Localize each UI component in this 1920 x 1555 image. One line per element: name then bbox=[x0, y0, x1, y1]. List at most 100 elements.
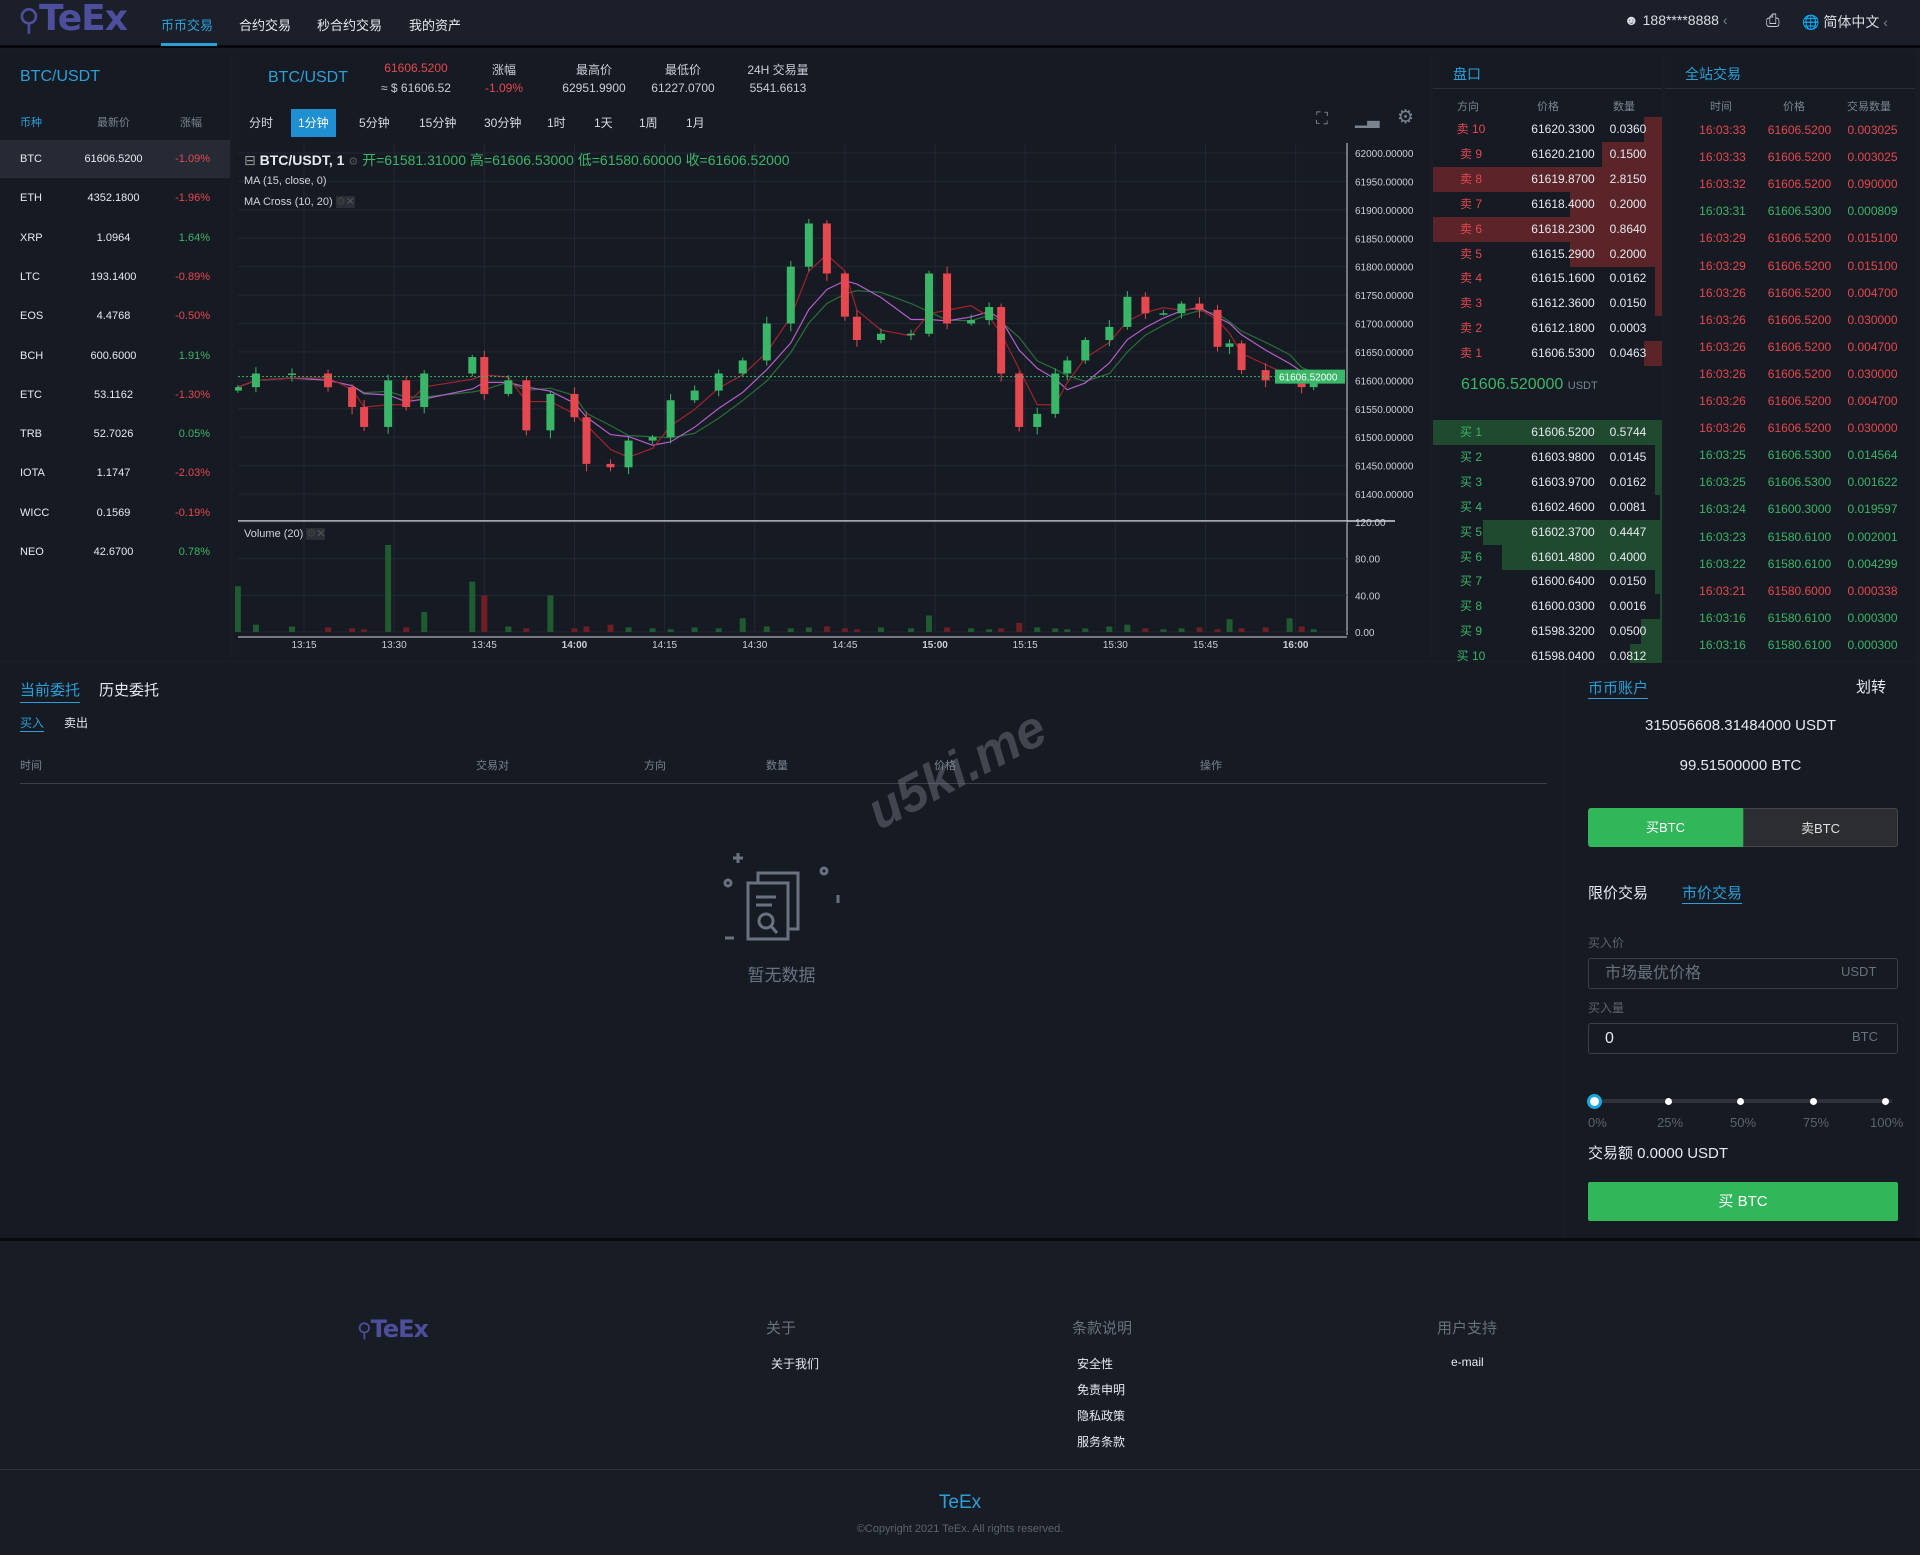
tab-current-orders[interactable]: 当前委托 bbox=[20, 679, 81, 703]
orderbook-row[interactable]: 卖 5 61615.2900 0.2000 bbox=[1433, 241, 1662, 267]
market-row-wicc[interactable]: WICC 0.1569 -0.19% bbox=[0, 494, 230, 532]
quantity-input[interactable] bbox=[1588, 1023, 1898, 1054]
slider-handle[interactable] bbox=[1587, 1094, 1602, 1109]
orderbook-row[interactable]: 卖 2 61612.1800 0.0003 bbox=[1433, 316, 1662, 341]
indicator-close-icon[interactable]: ✕ bbox=[345, 196, 355, 208]
orderbook-row[interactable]: 卖 9 61620.2100 0.1500 bbox=[1433, 141, 1662, 167]
footer-link[interactable]: e-mail bbox=[1451, 1355, 1484, 1369]
orderbook-row[interactable]: 卖 10 61620.3300 0.0360 bbox=[1433, 117, 1662, 142]
interval-tab[interactable]: 1时 bbox=[547, 116, 566, 130]
trade-time: 16:03:16 bbox=[1699, 637, 1746, 652]
orderbook-row[interactable]: 卖 4 61615.1600 0.0162 bbox=[1433, 266, 1662, 292]
orderbook-row[interactable]: 买 3 61603.9700 0.0162 bbox=[1433, 469, 1662, 495]
market-order-tab[interactable]: 市价交易 bbox=[1682, 882, 1743, 904]
interval-tab[interactable]: 15分钟 bbox=[419, 116, 457, 130]
market-row-neo[interactable]: NEO 42.6700 0.78% bbox=[0, 533, 230, 571]
footer-link[interactable]: 安全性 bbox=[1077, 1357, 1114, 1371]
interval-tab[interactable]: 1天 bbox=[594, 116, 613, 130]
footer-link[interactable]: 服务条款 bbox=[1077, 1435, 1126, 1449]
chevron-left-icon: ‹ bbox=[1883, 14, 1888, 30]
nav-contract-trading[interactable]: 合约交易 bbox=[239, 18, 292, 33]
market-row-etc[interactable]: ETC 53.1162 -1.30% bbox=[0, 376, 230, 414]
subtab-buy[interactable]: 买入 bbox=[20, 716, 45, 732]
legend-gear-icon[interactable]: ⚙ bbox=[348, 156, 359, 168]
market-row-iota[interactable]: IOTA 1.1747 -2.03% bbox=[0, 454, 230, 492]
orderbook-row[interactable]: 卖 6 61618.2300 0.8640 bbox=[1433, 216, 1662, 242]
market-row-btc[interactable]: BTC 61606.5200 -1.09% bbox=[0, 140, 230, 178]
collapse-icon[interactable]: ⊟ bbox=[244, 152, 256, 168]
nav-spot-trading[interactable]: 币币交易 bbox=[161, 18, 214, 33]
candle-body bbox=[1051, 373, 1060, 414]
footer-col-title: 用户支持 bbox=[1437, 1320, 1498, 1337]
orderbook-row[interactable]: 卖 8 61619.8700 2.8150 bbox=[1433, 166, 1662, 192]
slider-label[interactable]: 25% bbox=[1657, 1115, 1684, 1130]
orderbook-row[interactable]: 买 9 61598.3200 0.0500 bbox=[1433, 619, 1662, 645]
candlestick-chart[interactable]: 62000.00000 61950.00000 61900.00000 61850.0… bbox=[235, 143, 1430, 658]
trade-row: 16:03:26 61606.5200 0.004700 bbox=[1665, 389, 1915, 414]
interval-tab[interactable]: 分时 bbox=[249, 116, 274, 130]
orderbook-row[interactable]: 卖 1 61606.5300 0.0463 bbox=[1433, 341, 1662, 367]
trade-amount: 0.003025 bbox=[1847, 150, 1898, 165]
nav-my-assets[interactable]: 我的资产 bbox=[409, 18, 462, 33]
volume-close-icon[interactable]: ✕ bbox=[316, 528, 326, 540]
orderbook-row[interactable]: 买 7 61600.6400 0.0150 bbox=[1433, 569, 1662, 595]
depth-bar bbox=[1655, 291, 1662, 317]
buy-btc-tab[interactable]: 买BTC bbox=[1588, 808, 1743, 847]
indicators-icon[interactable]: ▁▃ bbox=[1355, 111, 1380, 128]
col-quantity: 数量 bbox=[766, 760, 788, 772]
app-download-icon[interactable]: ⎙ bbox=[1766, 11, 1780, 30]
spot-account-tab[interactable]: 币币账户 bbox=[1588, 677, 1649, 699]
footer-link[interactable]: 免责申明 bbox=[1077, 1383, 1126, 1397]
orderbook-row[interactable]: 买 6 61601.4800 0.4000 bbox=[1433, 544, 1662, 570]
interval-tab[interactable]: 30分钟 bbox=[484, 116, 522, 130]
side-label: 卖 2 bbox=[1459, 321, 1482, 336]
orderbook-row[interactable]: 买 5 61602.3700 0.4447 bbox=[1433, 519, 1662, 545]
orderbook-row[interactable]: 买 4 61602.4600 0.0081 bbox=[1433, 494, 1662, 520]
orderbook-row[interactable]: 买 1 61606.5200 0.5744 bbox=[1433, 420, 1662, 445]
nav-second-contract[interactable]: 秒合约交易 bbox=[317, 18, 383, 33]
price: 61601.4800 bbox=[1531, 549, 1595, 564]
slider-label[interactable]: 50% bbox=[1730, 1115, 1757, 1130]
interval-tab[interactable]: 1周 bbox=[639, 116, 658, 130]
tab-order-history[interactable]: 历史委托 bbox=[99, 682, 160, 699]
market-row-ltc[interactable]: LTC 193.1400 -0.89% bbox=[0, 258, 230, 296]
candle-body bbox=[738, 360, 747, 374]
market-row-trb[interactable]: TRB 52.7026 0.05% bbox=[0, 415, 230, 453]
trade-amount: 交易额 0.0000 USDT bbox=[1588, 1145, 1729, 1162]
market-row-eos[interactable]: EOS 4.4768 -0.50% bbox=[0, 297, 230, 335]
slider-label[interactable]: 75% bbox=[1803, 1115, 1830, 1130]
market-row-xrp[interactable]: XRP 1.0964 1.64% bbox=[0, 219, 230, 257]
interval-tab[interactable]: 5分钟 bbox=[359, 116, 390, 130]
language-selector[interactable]: 🌐 简体中文 ‹ bbox=[1802, 14, 1888, 30]
volume-bar bbox=[607, 624, 614, 632]
orderbook-row[interactable]: 买 2 61603.9800 0.0145 bbox=[1433, 444, 1662, 470]
y-tick-label: 61600.00000 bbox=[1355, 376, 1414, 387]
indicator-settings-icon[interactable]: ⚙ bbox=[335, 196, 346, 208]
limit-order-tab[interactable]: 限价交易 bbox=[1588, 885, 1649, 902]
interval-tab[interactable]: 1月 bbox=[686, 116, 705, 130]
orderbook-row[interactable]: 买 8 61600.0300 0.0016 bbox=[1433, 594, 1662, 620]
footer-link[interactable]: 隐私政策 bbox=[1077, 1409, 1126, 1423]
depth-bar bbox=[1483, 519, 1662, 545]
interval-tab[interactable]: 1分钟 bbox=[291, 109, 336, 137]
market-row-eth[interactable]: ETH 4352.1800 -1.96% bbox=[0, 179, 230, 217]
volume-tick-label: 0.00 bbox=[1355, 628, 1375, 639]
logo[interactable]: ⚲TeEx bbox=[18, 0, 128, 39]
subtab-sell[interactable]: 卖出 bbox=[64, 716, 89, 730]
settings-gear-icon[interactable]: ⚙ bbox=[1397, 107, 1415, 128]
user-menu[interactable]: ☻ 188****8888 ‹ bbox=[1624, 12, 1728, 28]
market-row-bch[interactable]: BCH 600.6000 1.91% bbox=[0, 337, 230, 375]
transfer-button[interactable]: 划转 bbox=[1856, 679, 1887, 696]
fullscreen-icon[interactable]: ⛶ bbox=[1316, 109, 1328, 128]
sell-btc-tab[interactable]: 卖BTC bbox=[1743, 808, 1898, 847]
depth-bar bbox=[1655, 569, 1662, 595]
orderbook-row[interactable]: 卖 3 61612.3600 0.0150 bbox=[1433, 291, 1662, 317]
volume-settings-icon[interactable]: ⚙ bbox=[306, 528, 317, 540]
buy-btc-button[interactable]: 买 BTC bbox=[1588, 1182, 1898, 1221]
volume-bar bbox=[1124, 624, 1131, 632]
price-input[interactable] bbox=[1588, 958, 1898, 989]
slider-label[interactable]: 0% bbox=[1588, 1115, 1607, 1130]
footer-link[interactable]: 关于我们 bbox=[771, 1357, 820, 1371]
slider-label[interactable]: 100% bbox=[1870, 1115, 1904, 1130]
orderbook-row[interactable]: 卖 7 61618.4000 0.2000 bbox=[1433, 191, 1662, 217]
